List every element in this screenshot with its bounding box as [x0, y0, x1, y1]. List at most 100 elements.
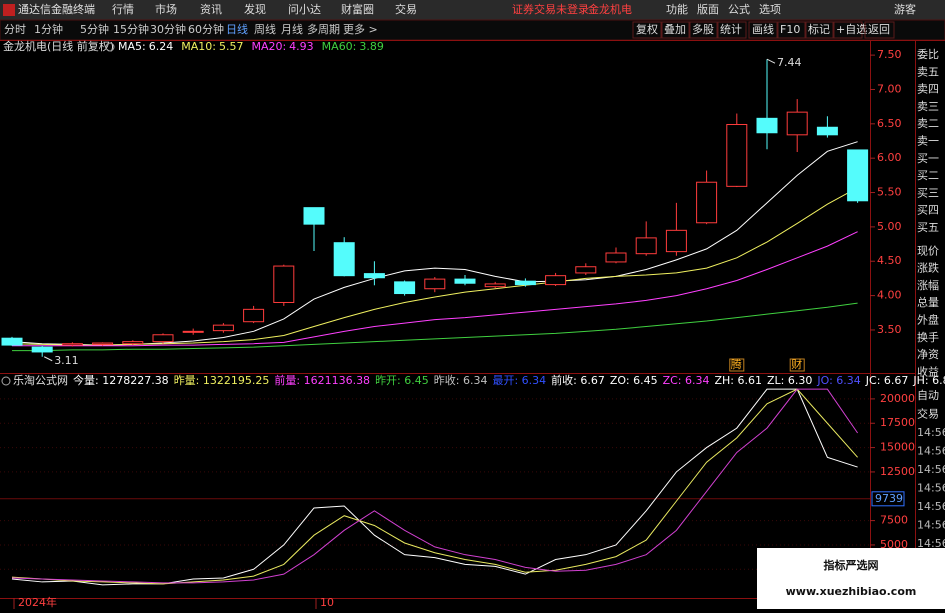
- toolbar-button[interactable]: +自选: [836, 23, 867, 36]
- watermark-url: www.xuezhibiao.com: [786, 585, 917, 598]
- sidebar-label: 14:56: [917, 519, 945, 532]
- indicator-field: ZH: 6.61: [715, 374, 763, 387]
- sidebar-label: 14:56: [917, 445, 945, 458]
- y-tick-label: 7500: [880, 514, 908, 527]
- x-tick-label: 2024年: [18, 595, 57, 609]
- toolbar-button[interactable]: 多股: [692, 22, 714, 36]
- ma-legend-value: 3.89: [359, 40, 384, 53]
- candle-body: [454, 278, 476, 284]
- toolbar-button-bg: [864, 21, 895, 39]
- sidebar-label: 卖四: [917, 83, 939, 96]
- menu-item[interactable]: 公式: [728, 3, 750, 16]
- period-tab[interactable]: 1分钟: [34, 22, 63, 36]
- menu-item[interactable]: 行情: [112, 3, 134, 16]
- ma-line: [11, 187, 858, 346]
- candle-body: [514, 280, 536, 286]
- sidebar-label: 买四: [917, 204, 939, 217]
- period-tab[interactable]: 更多 >: [343, 22, 378, 36]
- event-label[interactable]: 财: [791, 357, 802, 371]
- candle-body: [786, 111, 808, 136]
- menu-item[interactable]: 功能: [666, 2, 688, 16]
- sidebar-label: 买五: [917, 221, 939, 234]
- period-tab[interactable]: 15分钟: [113, 22, 149, 36]
- period-tab[interactable]: 日线: [226, 22, 248, 36]
- toolbar-button[interactable]: 复权: [636, 22, 658, 36]
- period-tab[interactable]: 多周期: [307, 22, 340, 36]
- event-box: [789, 358, 805, 372]
- menu-item[interactable]: 资讯: [200, 3, 222, 16]
- toolbar-button[interactable]: 统计: [720, 23, 742, 36]
- indicator-field: 最开: 6.34: [492, 374, 546, 387]
- current-label: 9739: [875, 492, 903, 505]
- app-title: 通达信金融终端: [18, 2, 95, 16]
- app-icon: [3, 4, 15, 16]
- toolbar-button-bg: [776, 21, 807, 39]
- legend-icon: [105, 42, 115, 52]
- y-tick-label: 5.00: [877, 220, 902, 233]
- candle-body: [182, 330, 204, 333]
- ma-legend-name: MA20:: [251, 40, 286, 53]
- current-box: [871, 491, 905, 507]
- period-tab[interactable]: 分时: [4, 23, 26, 36]
- toolbar-button-bg: [716, 21, 747, 39]
- period-tab[interactable]: 月线: [281, 22, 303, 36]
- y-tick-label: 5.50: [877, 186, 902, 199]
- sidebar-label: 换手: [917, 330, 939, 344]
- high-label: 7.44: [777, 56, 802, 69]
- sidebar-label: 涨幅: [917, 279, 939, 292]
- period-tab[interactable]: 周线: [254, 22, 276, 36]
- sidebar-label: 14:56: [917, 482, 945, 495]
- toolbar-button[interactable]: 返回: [868, 23, 890, 36]
- indicator-field: JC: 6.67: [865, 374, 909, 387]
- menu-item[interactable]: 问小达: [288, 3, 321, 16]
- toolbar-button[interactable]: 标记: [808, 22, 830, 36]
- toolbar-button-bg: [688, 21, 719, 39]
- period-tab[interactable]: 5分钟: [80, 22, 109, 36]
- y-tick-label: 15000: [880, 441, 915, 454]
- candle-body: [212, 324, 234, 332]
- y-tick-label: 17500: [880, 416, 915, 429]
- menu-item[interactable]: 游客: [894, 2, 916, 16]
- ma-legend-value: 4.93: [289, 40, 314, 53]
- menu-item[interactable]: 市场: [155, 2, 177, 16]
- menu-item[interactable]: 选项: [759, 3, 781, 16]
- sidebar-label: 买三: [917, 186, 939, 199]
- y-tick-label: 5000: [880, 538, 908, 551]
- candle-body: [92, 342, 114, 345]
- ma-line: [12, 302, 858, 352]
- login-notice[interactable]: 证券交易未登录: [512, 2, 589, 16]
- menu-item[interactable]: 财富圈: [341, 2, 374, 16]
- event-label[interactable]: 腾: [731, 357, 742, 371]
- toolbar-button[interactable]: F10: [780, 23, 800, 36]
- low-label: 3.11: [54, 354, 78, 367]
- sidebar-label: 涨跌: [917, 261, 939, 275]
- event-box: [729, 358, 745, 372]
- toolbar-button[interactable]: 画线: [752, 22, 774, 36]
- indicator-line: [11, 388, 858, 585]
- candle-body: [605, 252, 627, 263]
- candle-body: [243, 308, 265, 323]
- sidebar-label: 委比: [917, 48, 939, 61]
- toolbar-button-bg: [804, 21, 835, 39]
- indicator-field: JO: 6.34: [816, 374, 860, 387]
- ma-legend-name: MA60:: [322, 40, 357, 53]
- sidebar-label: 现价: [917, 244, 939, 257]
- toolbar-button[interactable]: 叠加: [664, 23, 686, 36]
- period-tab[interactable]: 60分钟: [188, 22, 224, 36]
- candle-body: [273, 265, 295, 303]
- menu-item[interactable]: 版面: [697, 2, 719, 16]
- period-tab[interactable]: 30分钟: [150, 22, 186, 36]
- y-tick-label: 12500: [880, 465, 915, 478]
- chart-title: 金龙机电(日线 前复权): [3, 39, 114, 53]
- indicator-field: ZC: 6.34: [663, 374, 710, 387]
- candle-body: [303, 207, 325, 225]
- candle-body: [1, 337, 23, 346]
- indicator-field: 昨开: 6.45: [375, 374, 429, 387]
- sidebar-label: 14:56: [917, 463, 945, 476]
- indicator-line: [11, 388, 858, 586]
- menu-item[interactable]: 发现: [244, 2, 266, 16]
- menu-item[interactable]: 交易: [395, 2, 417, 16]
- ma-legend-name: MA10:: [181, 40, 216, 53]
- y-tick-label: 6.00: [877, 151, 902, 164]
- indicator-field: 今量: 1278227.38: [73, 373, 169, 387]
